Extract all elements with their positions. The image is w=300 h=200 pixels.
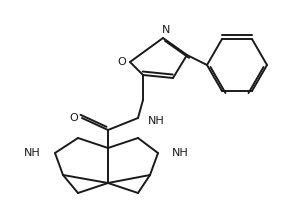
Text: N: N: [162, 25, 170, 35]
Text: NH: NH: [148, 116, 165, 126]
Text: O: O: [118, 57, 126, 67]
Text: NH: NH: [24, 148, 41, 158]
Text: O: O: [70, 113, 78, 123]
Text: NH: NH: [172, 148, 189, 158]
